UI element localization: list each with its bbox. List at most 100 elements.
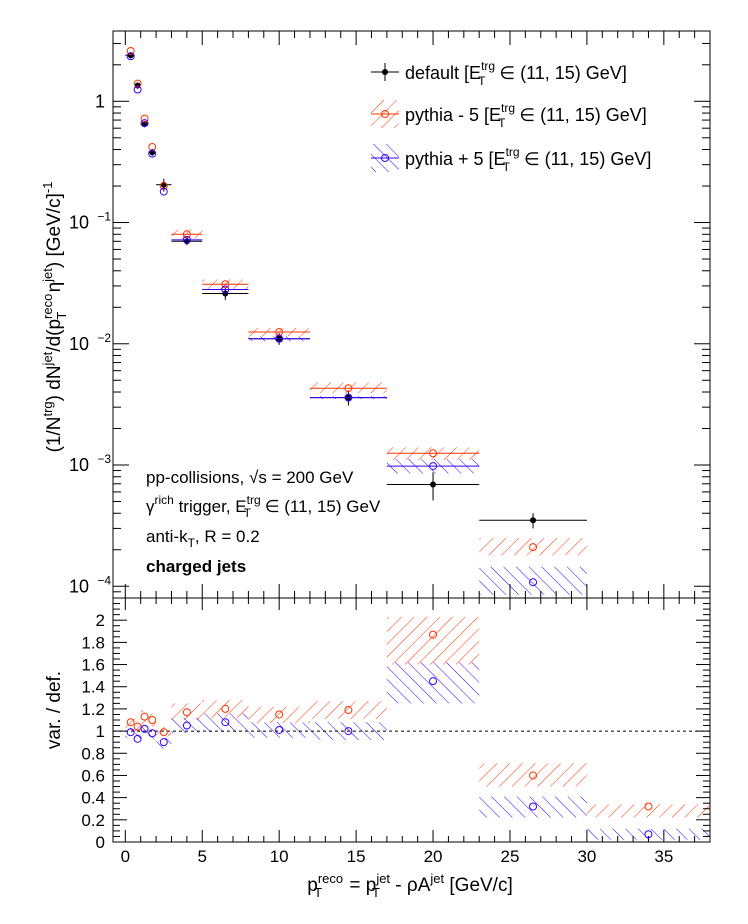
ratio-pythia-plus-5-point [133,734,142,743]
ratio-pythia-minus-5-point [221,704,230,713]
x-tick-label: 30 [577,847,596,866]
legend-entry-pythia-plus-5: pythia + 5 [Etrg T ∈ (11, 15) GeV] [371,144,651,174]
legend-entry-default: default [Etrg T ∈ (11, 15) GeV] [371,59,627,88]
x-tick-label: 25 [501,847,520,866]
annotation-block: pp-collisions, √s = 200 GeV γrich trigge… [146,468,381,576]
top-y-tick-label: 1 [95,91,105,111]
ratio-y-tick-label: 1.2 [81,700,105,719]
ratio-band [202,713,249,733]
top-y-tick-label: 10 [69,213,89,233]
ratio-y-tick-label: 0.8 [81,744,105,763]
ratio-y-tick-label: 0 [96,833,105,852]
ratio-pythia-minus-5-point [140,712,149,721]
default-point [141,120,148,127]
x-tick-label: 5 [198,847,207,866]
ratio-band [156,737,172,749]
ratio-pythia-minus-5-point [148,716,157,724]
legend-pythia-minus-5-label: pythia - 5 [Etrg T ∈ (11, 15) GeV] [405,101,647,130]
ratio-y-tick-label: 0.2 [81,811,105,830]
pythia-plus-5-point [126,52,135,61]
pythia-minus-5-point [159,182,168,191]
legend-entry-pythia-minus-5: pythia - 5 [Etrg T ∈ (11, 15) GeV] [371,100,647,130]
ratio-pythia-minus-5-point [126,718,135,727]
pythia-plus-5-point [429,462,438,471]
ratio-pythia-plus-5-point [221,718,230,727]
ratio-band [134,733,141,745]
ratio-band [148,728,157,739]
legend: default [Etrg T ∈ (11, 15) GeV] pythia - … [371,59,651,174]
pythia-plus-5-point [133,85,142,94]
ratio-y-tick-label: 1.4 [81,678,105,697]
ratio-pythia-minus-5-point [644,802,653,811]
top-y-tick-label: 10 [69,455,89,475]
ratio-pythia-minus-5-point [182,708,191,717]
pythia-minus-5-point [344,384,353,393]
top-y-tick-label: 10 [69,334,89,354]
ratio-band [134,720,141,732]
pythia-plus-5-point [182,235,191,244]
ratio-pythia-plus-5-point [140,724,149,733]
top-band-pythiaplus5 [479,566,587,595]
ratio-pythia-plus-5-point [182,721,191,730]
pythia-minus-5-point [221,280,230,289]
pythia-plus-5-point [148,149,157,158]
top-y-tick-label: 10 [69,576,89,596]
top-y-axis-label: (1/Ntrg) dNjet/d(precoT ηjet) [GeV/c]-1 [40,182,69,453]
ratio-pythia-minus-5-point [159,728,168,737]
pythia-minus-5-point [133,79,142,88]
pythia-plus-5-point [344,393,353,402]
ratio-pythia-minus-5-point [529,771,538,780]
ratio-y-tick-label: 1.8 [81,633,105,652]
ratio-band [586,804,710,818]
x-tick-label: 15 [347,847,366,866]
top-y-tick-exponent: −4 [97,573,111,587]
pythia-plus-5-point [140,119,149,128]
ratio-band [140,724,149,735]
pythia-minus-5-point [126,46,135,55]
legend-pythia-minus-5-marker [381,110,389,118]
ratio-y-tick-label: 2 [96,611,105,630]
annotation-collisions: pp-collisions, √s = 200 GeV [146,468,354,487]
x-tick-label: 35 [654,847,673,866]
ratio-band [140,710,149,725]
ratio-pythia-plus-5-point [275,725,284,734]
annotation-charged-jets: charged jets [146,557,246,576]
ratio-y-tick-label: 1 [96,722,105,741]
legend-pythia-plus-5-label: pythia + 5 [Etrg T ∈ (11, 15) GeV] [405,145,651,174]
annotation-jet-algorithm: anti-kT, R = 0.2 [146,527,260,550]
ratio-pythia-plus-5-point [644,830,653,839]
default-point [127,52,134,59]
ratio-band [125,727,135,738]
ratio-band [479,796,587,818]
ratio-pythia-plus-5-point [148,729,157,738]
legend-default-label: default [Etrg T ∈ (11, 15) GeV] [405,59,627,88]
ratio-band [171,703,203,720]
ratio-band [125,715,135,732]
x-tick-label: 0 [121,847,130,866]
top-y-tick-exponent: −2 [97,331,111,345]
top-band-pythiaminus5 [479,538,587,556]
ratio-y-axis-label: var. / def. [44,671,65,749]
ratio-y-tick-label: 0.4 [81,789,105,808]
x-axis-label: preco T = pjet T - ρAjet [GeV/c] [307,871,513,900]
pythia-plus-5-point [221,285,230,294]
default-point [430,481,437,488]
default-point [530,517,537,524]
top-y-tick-exponent: −3 [97,452,111,466]
ratio-band [171,717,203,734]
ratio-pythia-minus-5-point [275,710,284,719]
ratio-y-tick-label: 1.6 [81,656,105,675]
ratio-pythia-plus-5-point [126,728,135,737]
ratio-band [386,616,480,665]
ratio-pythia-minus-5-point [344,706,353,715]
ratio-pythia-plus-5-point [159,738,168,747]
ratio-band [586,828,710,840]
ratio-band [386,662,480,704]
pythia-plus-5-point [529,578,538,587]
x-tick-label: 10 [270,847,289,866]
ratio-band [309,701,387,719]
ratio-pythia-plus-5-point [429,677,438,686]
ratio-pythia-plus-5-point [529,802,538,811]
legend-pythia-plus-5-marker [381,154,389,162]
